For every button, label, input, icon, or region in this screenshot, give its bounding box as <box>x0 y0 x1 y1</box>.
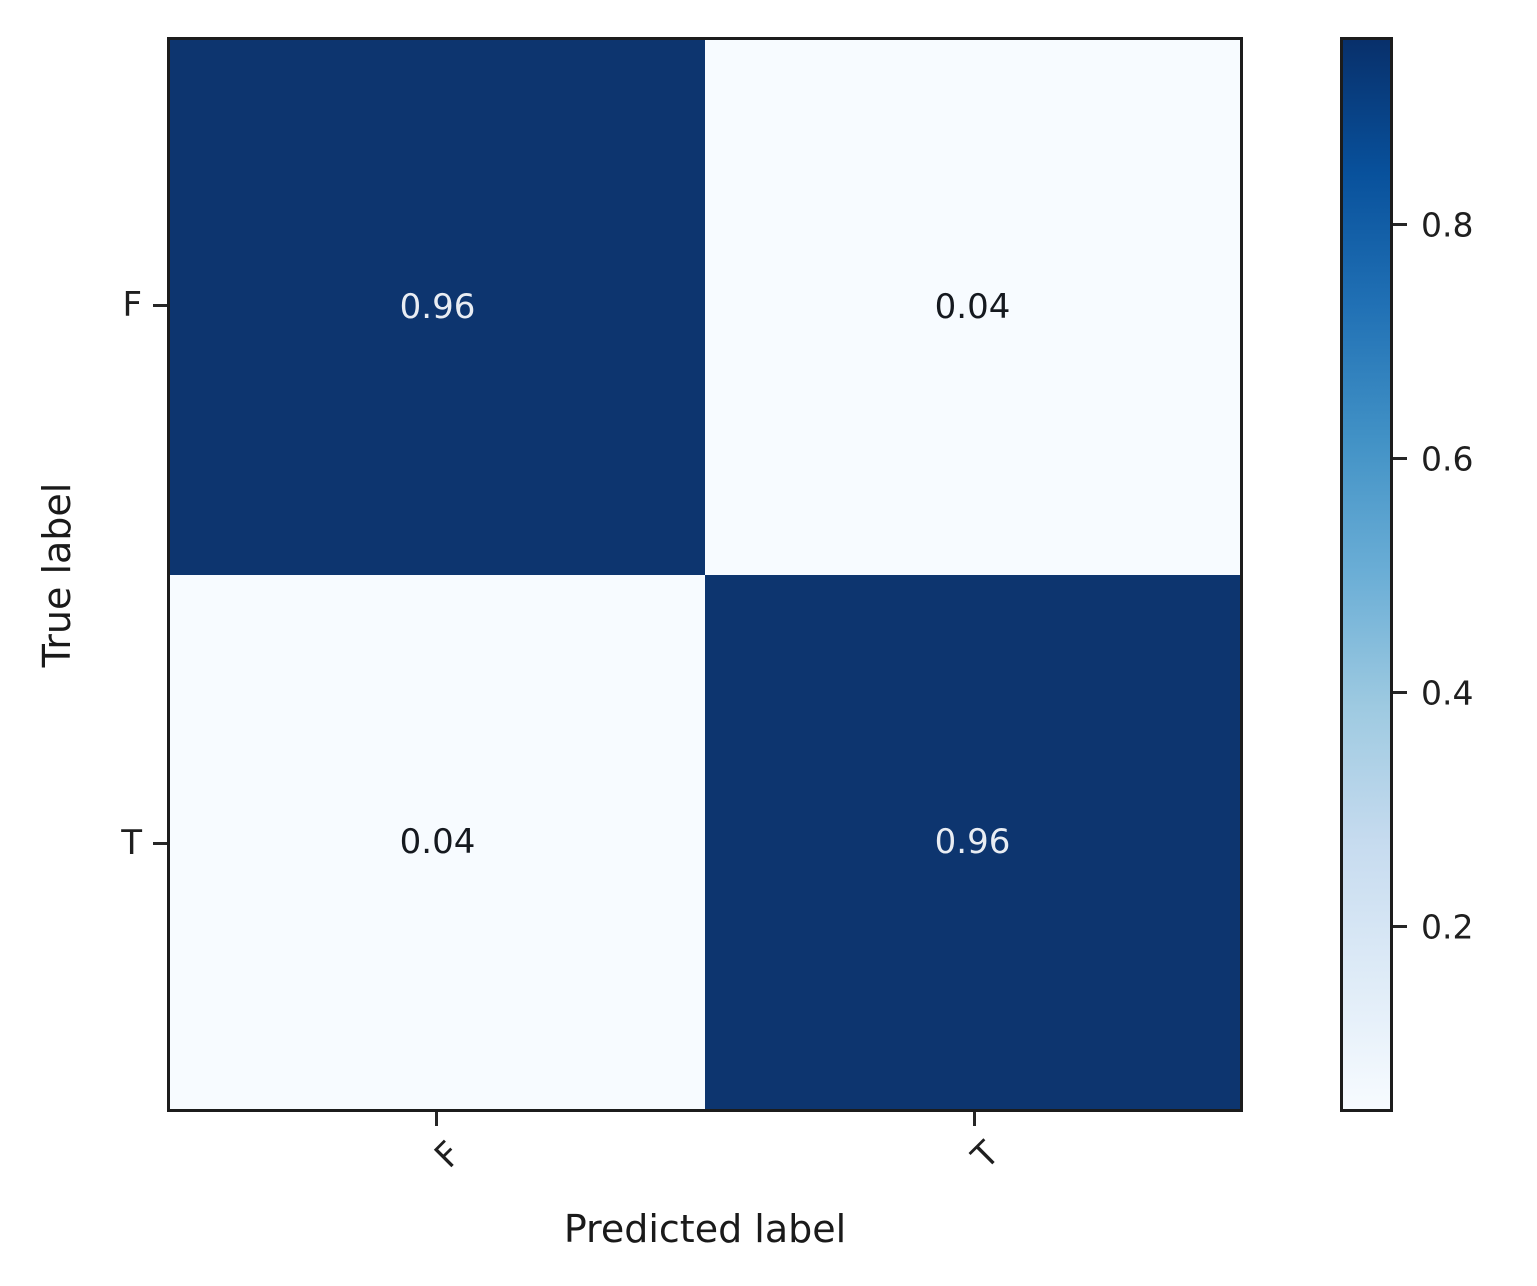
colorbar <box>1340 37 1393 1112</box>
colorbar-ticklabel-0.8: 0.8 <box>1421 205 1474 245</box>
colorbar-tick-0.8 <box>1393 223 1407 226</box>
y-axis-ticklabel-f: F <box>122 285 142 325</box>
colorbar-ticklabel-0.2: 0.2 <box>1421 907 1474 947</box>
y-axis-title: True label <box>35 482 79 668</box>
colorbar-gradient <box>1343 40 1390 1109</box>
heatmap-cell-true-f-pred-t: 0.04 <box>705 40 1240 575</box>
x-axis-title: Predicted label <box>563 1207 847 1251</box>
colorbar-ticklabel-0.6: 0.6 <box>1421 439 1474 479</box>
heatmap-plot-area: 0.96 0.04 0.04 0.96 <box>167 37 1243 1112</box>
cell-value: 0.96 <box>399 287 476 328</box>
y-axis-tick-f <box>153 304 167 307</box>
colorbar-ticklabel-0.4: 0.4 <box>1421 673 1474 713</box>
colorbar-tick-0.4 <box>1393 691 1407 694</box>
x-axis-tick-f <box>435 1112 438 1126</box>
cell-value: 0.96 <box>934 821 1011 862</box>
y-axis-ticklabel-t: T <box>121 823 142 863</box>
cell-value: 0.04 <box>399 821 476 862</box>
heatmap-cell-true-t-pred-t: 0.96 <box>705 574 1240 1109</box>
x-axis-ticklabel-f: F <box>427 1133 470 1176</box>
heatmap-cell-true-f-pred-f: 0.96 <box>170 40 705 575</box>
colorbar-tick-0.2 <box>1393 925 1407 928</box>
y-axis-tick-t <box>153 842 167 845</box>
x-axis-tick-t <box>973 1112 976 1126</box>
colorbar-tick-0.6 <box>1393 457 1407 460</box>
cell-value: 0.04 <box>934 287 1011 328</box>
heatmap-cell-true-t-pred-f: 0.04 <box>170 574 705 1109</box>
x-axis-ticklabel-t: T <box>964 1133 1008 1177</box>
